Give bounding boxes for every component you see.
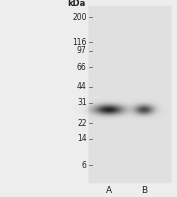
Text: 31: 31: [77, 98, 87, 107]
Text: A: A: [106, 186, 112, 195]
Text: B: B: [141, 186, 147, 195]
Bar: [88, 6, 172, 183]
Text: 44: 44: [77, 82, 87, 91]
Text: 97: 97: [77, 46, 87, 55]
Text: 66: 66: [77, 63, 87, 72]
Text: 22: 22: [77, 119, 87, 128]
Text: 200: 200: [72, 13, 87, 22]
Text: kDa: kDa: [67, 0, 85, 8]
Bar: [130, 6, 158, 183]
Bar: [95, 6, 122, 183]
Text: 14: 14: [77, 134, 87, 143]
Text: 6: 6: [82, 161, 87, 170]
Text: 116: 116: [72, 38, 87, 47]
